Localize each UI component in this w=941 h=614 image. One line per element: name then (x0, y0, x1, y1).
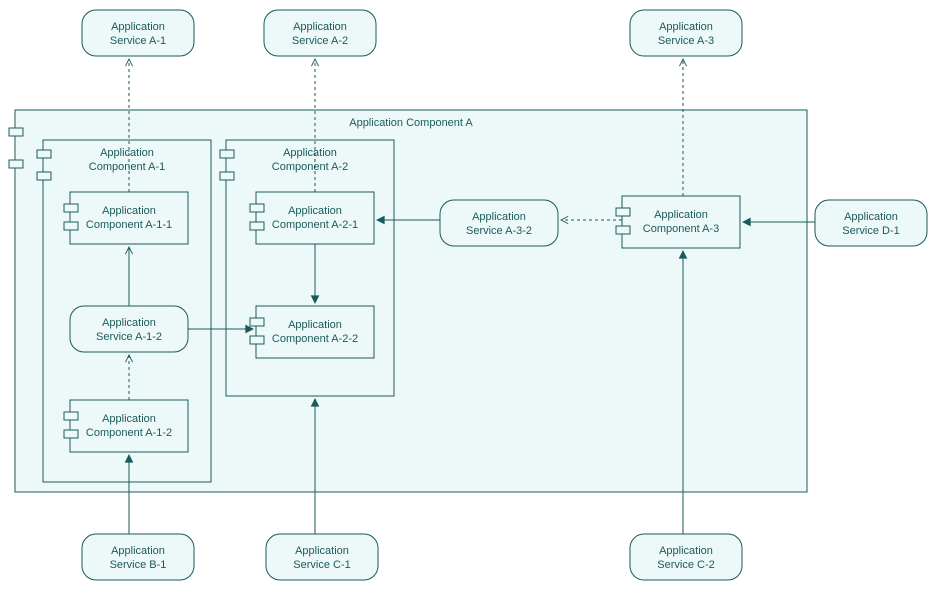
component-a11: Application Component A-1-1 (64, 192, 188, 244)
svg-text:Application: Application (288, 205, 342, 217)
svg-text:Service C-2: Service C-2 (657, 559, 714, 571)
component-a21: Application Component A-2-1 (250, 192, 374, 244)
component-a2-label1: Application (283, 147, 337, 159)
component-a3: Application Component A-3 (616, 196, 740, 248)
svg-text:Application: Application (288, 319, 342, 331)
svg-text:Application: Application (111, 21, 165, 33)
svg-text:Service A-1: Service A-1 (110, 35, 166, 47)
svg-text:Application: Application (111, 545, 165, 557)
svg-text:Service B-1: Service B-1 (110, 559, 167, 571)
svg-text:Application: Application (102, 205, 156, 217)
component-a-label: Application Component A (349, 117, 473, 129)
service-a1: Application Service A-1 (82, 10, 194, 56)
svg-text:Application: Application (293, 21, 347, 33)
svg-text:Application: Application (102, 413, 156, 425)
component-a12b: Application Component A-1-2 (64, 400, 188, 452)
svg-text:Component A-1-2: Component A-1-2 (86, 427, 172, 439)
svg-text:Application: Application (844, 211, 898, 223)
component-a2-label2: Component A-2 (272, 161, 348, 173)
svg-text:Application: Application (472, 211, 526, 223)
svg-text:Application: Application (659, 21, 713, 33)
svg-text:Component A-1-1: Component A-1-1 (86, 219, 172, 231)
svg-text:Service C-1: Service C-1 (293, 559, 350, 571)
service-d1: Application Service D-1 (815, 200, 927, 246)
component-a1-label2: Component A-1 (89, 161, 165, 173)
service-a12: Application Service A-1-2 (70, 306, 188, 352)
component-a22: Application Component A-2-2 (250, 306, 374, 358)
service-a32: Application Service A-3-2 (440, 200, 558, 246)
svg-text:Component A-2-1: Component A-2-1 (272, 219, 358, 231)
svg-text:Application: Application (102, 317, 156, 329)
service-a2: Application Service A-2 (264, 10, 376, 56)
svg-text:Service A-1-2: Service A-1-2 (96, 331, 162, 343)
svg-text:Application: Application (295, 545, 349, 557)
service-c1: Application Service C-1 (266, 534, 378, 580)
svg-text:Component A-3: Component A-3 (643, 223, 719, 235)
svg-text:Component A-2-2: Component A-2-2 (272, 333, 358, 345)
component-a1-label1: Application (100, 147, 154, 159)
svg-text:Application: Application (654, 209, 708, 221)
svg-text:Service D-1: Service D-1 (842, 225, 899, 237)
svg-text:Service A-3-2: Service A-3-2 (466, 225, 532, 237)
service-b1: Application Service B-1 (82, 534, 194, 580)
svg-text:Service A-2: Service A-2 (292, 35, 348, 47)
service-a3: Application Service A-3 (630, 10, 742, 56)
svg-text:Service A-3: Service A-3 (658, 35, 714, 47)
service-c2: Application Service C-2 (630, 534, 742, 580)
svg-text:Application: Application (659, 545, 713, 557)
